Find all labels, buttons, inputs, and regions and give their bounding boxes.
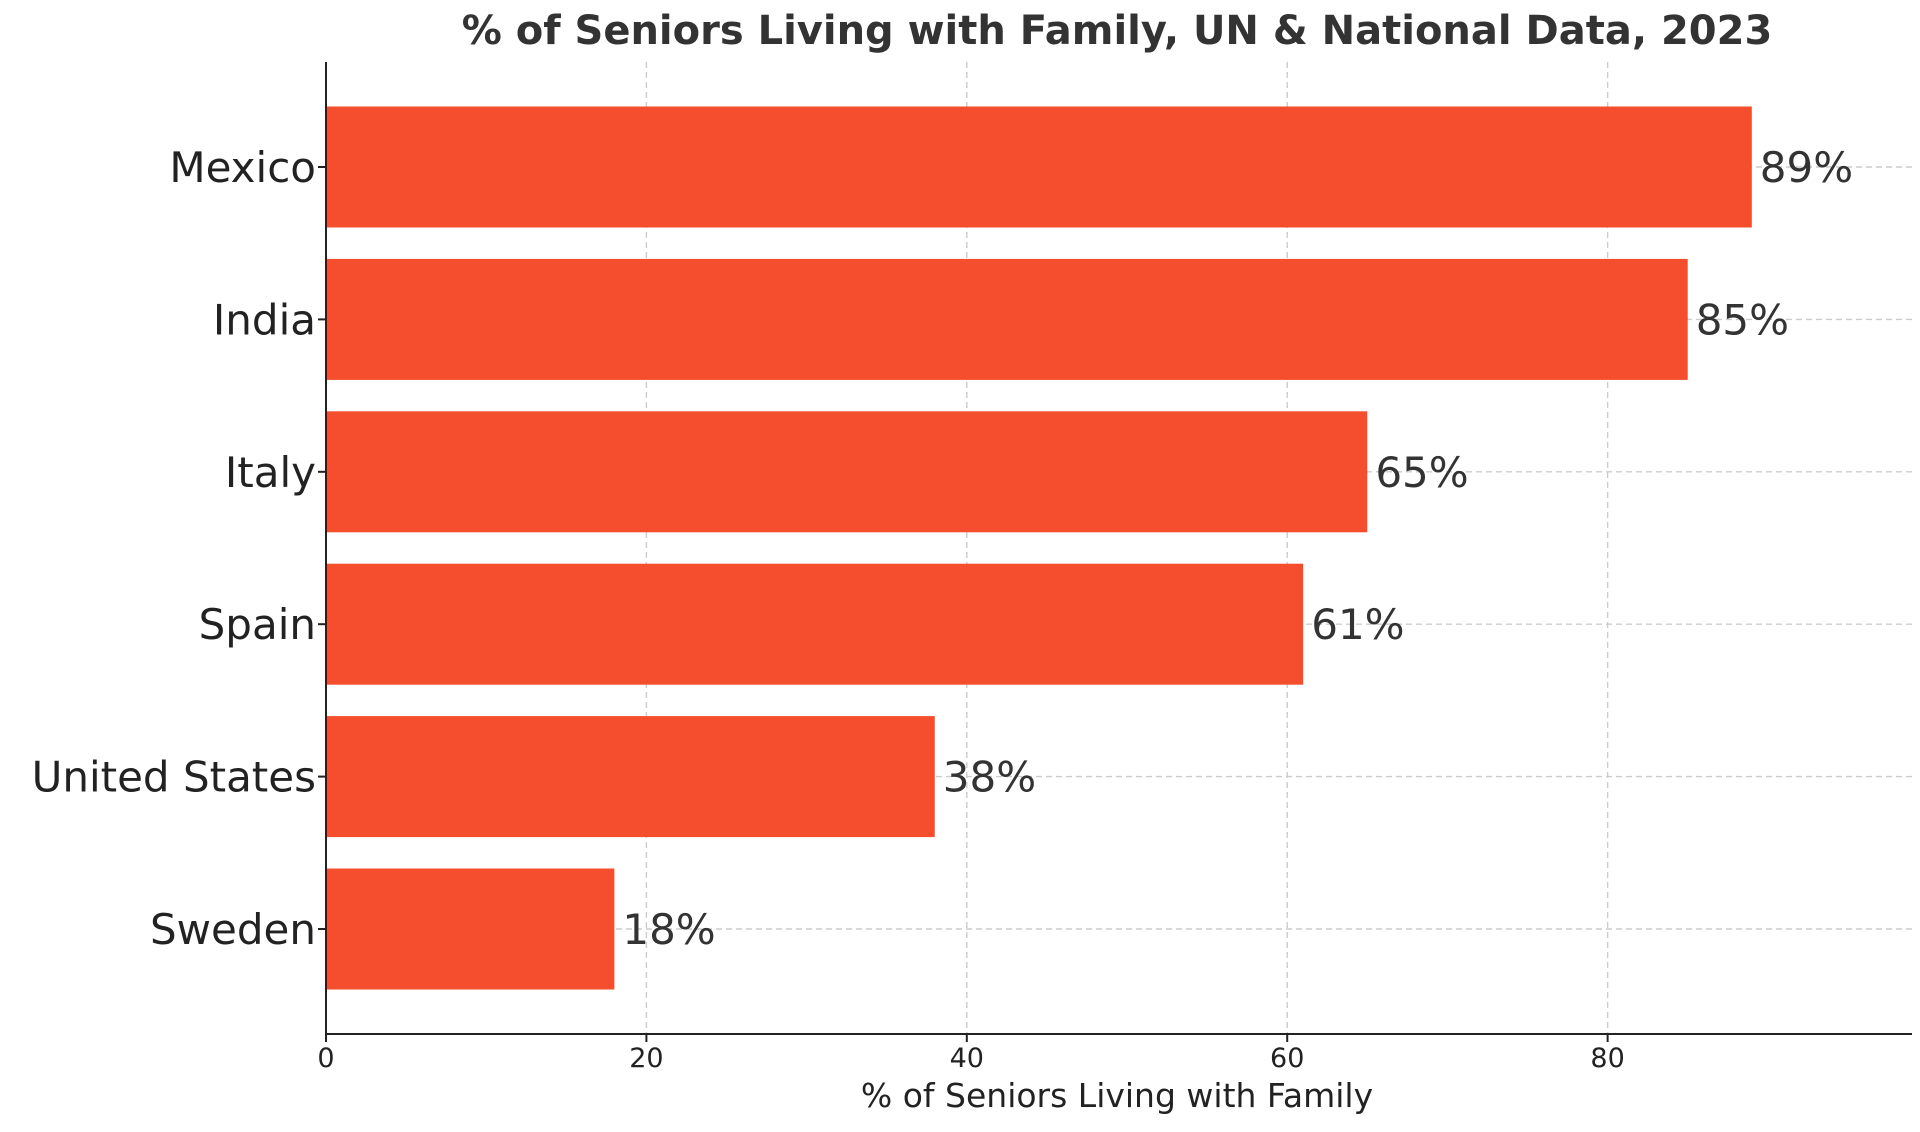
bar-value-label: 18% [622, 905, 715, 954]
category-label: Italy [225, 448, 316, 497]
bar-value-label: 89% [1760, 143, 1853, 192]
bar-value-label: 38% [943, 753, 1036, 802]
bar-value-label: 61% [1311, 600, 1404, 649]
category-label: India [213, 295, 316, 344]
category-label: Mexico [169, 143, 316, 192]
bar [326, 106, 1752, 228]
bar [326, 411, 1368, 533]
category-label: Spain [199, 600, 316, 649]
x-tick-label: 80 [1590, 1043, 1624, 1074]
labels-layer: 0 20 40 60 80 Mexico India Italy Spain United Sta… [32, 143, 1854, 1074]
bar [326, 258, 1688, 380]
bar [326, 716, 935, 838]
axes-layer [318, 62, 1912, 1042]
x-tick-label: 60 [1270, 1043, 1304, 1074]
bars-layer [326, 106, 1752, 990]
x-tick-label: 40 [950, 1043, 984, 1074]
x-axis-title: % of Seniors Living with Family [861, 1076, 1373, 1115]
x-tick-label: 0 [317, 1043, 334, 1074]
chart-title: % of Seniors Living with Family, UN & Na… [462, 8, 1773, 54]
bar-value-label: 65% [1375, 448, 1468, 497]
category-label: United States [32, 753, 316, 802]
bar [326, 563, 1304, 685]
bar [326, 868, 615, 990]
category-label: Sweden [150, 905, 316, 954]
x-tick-label: 20 [629, 1043, 663, 1074]
bar-value-label: 85% [1696, 295, 1789, 344]
